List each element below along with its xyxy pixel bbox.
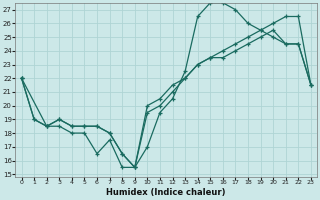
X-axis label: Humidex (Indice chaleur): Humidex (Indice chaleur)	[107, 188, 226, 197]
